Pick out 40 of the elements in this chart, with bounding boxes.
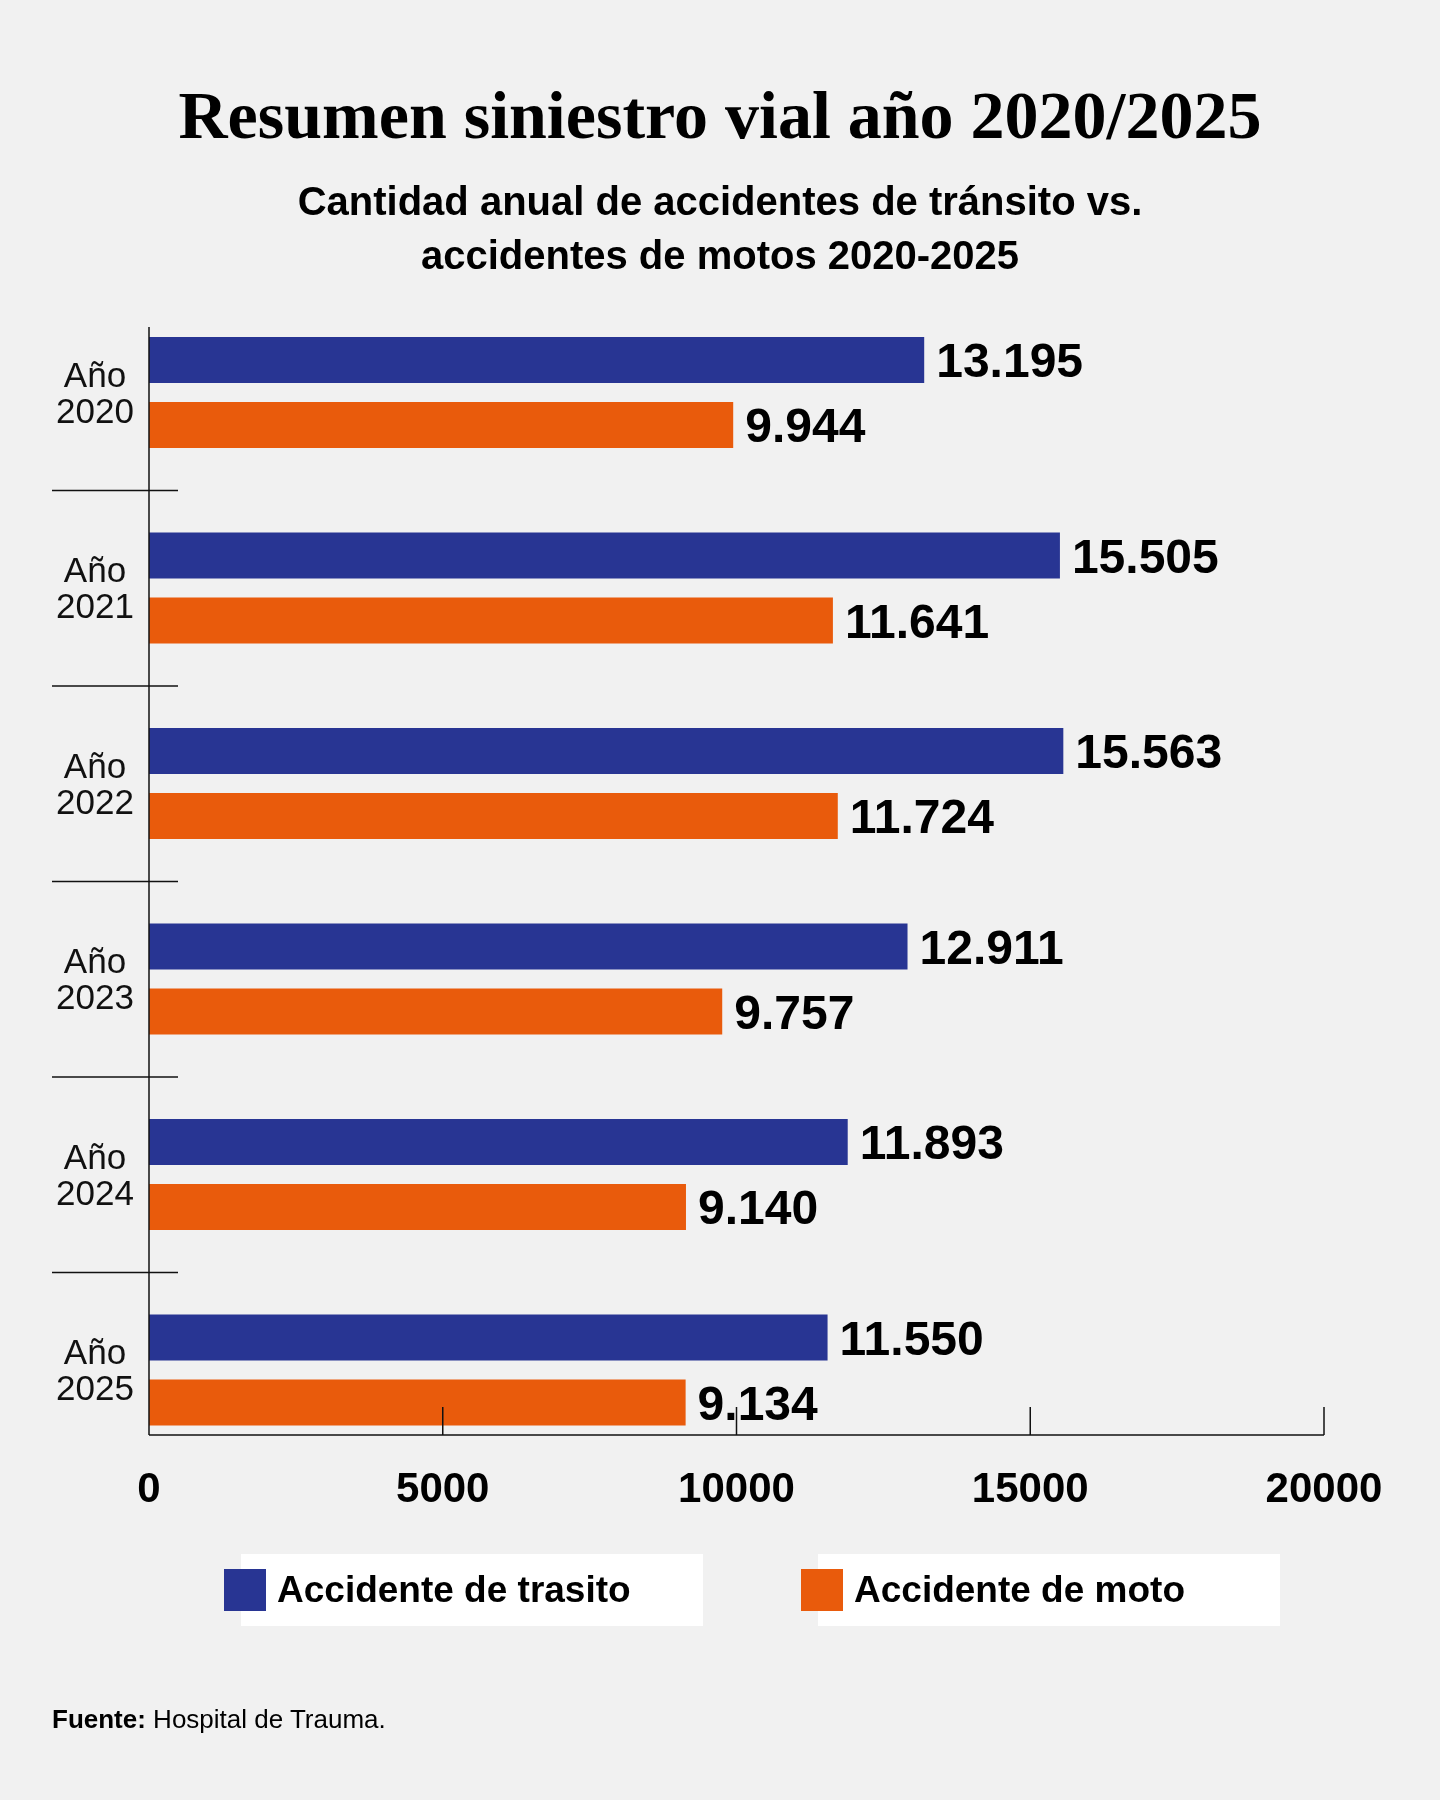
bar: [149, 597, 833, 644]
data-label: 9.134: [697, 1376, 819, 1430]
data-label: 15.505: [1071, 529, 1219, 583]
bar: [149, 1184, 686, 1230]
x-tick-label: 20000: [1265, 1463, 1383, 1511]
chart-subtitle: Cantidad anual de accidentes de tránsito vs. accidentes de motos 2020-2025: [297, 179, 1143, 277]
bar: [149, 988, 723, 1035]
y-tick-label: Año 2025: [56, 1332, 134, 1408]
bar: [149, 1379, 686, 1426]
data-label: 12.911: [919, 920, 1064, 974]
data-label: 15.563: [1075, 725, 1223, 779]
y-tick-label: Año 2023: [56, 941, 134, 1017]
bar: [149, 1314, 828, 1361]
x-tick-label: 0: [137, 1463, 161, 1511]
data-label: 11.724: [849, 790, 995, 844]
data-label: 11.641: [844, 594, 990, 648]
x-tick-label: 15000: [971, 1463, 1089, 1511]
bar: [149, 1119, 848, 1165]
data-label: 11.550: [839, 1311, 984, 1365]
legend-label: Accidente de trasito: [277, 1569, 631, 1610]
bar: [149, 402, 734, 448]
bar: [149, 728, 1064, 774]
data-label: 9.140: [697, 1181, 819, 1235]
source-note: Fuente: Hospital de Trauma.: [52, 1704, 386, 1734]
bar: [149, 337, 925, 383]
bar: [149, 793, 838, 839]
y-tick-label: Año 2024: [56, 1136, 134, 1212]
y-tick-label: Año 2022: [56, 745, 134, 821]
data-label: 9.944: [745, 399, 866, 453]
y-tick-label: Año 2021: [56, 550, 134, 626]
chart-title: Resumen siniestro vial año 2020/2025: [178, 77, 1262, 153]
bar: [149, 923, 908, 970]
bar: [149, 532, 1060, 579]
data-label: 13.195: [936, 334, 1084, 388]
data-label: 11.893: [859, 1116, 1004, 1170]
x-tick-label: 5000: [396, 1463, 490, 1511]
y-tick-label: Año 2020: [56, 354, 134, 430]
legend-label: Accidente de moto: [854, 1569, 1185, 1610]
x-tick-label: 10000: [678, 1463, 795, 1511]
data-label: 9.757: [734, 985, 855, 1039]
